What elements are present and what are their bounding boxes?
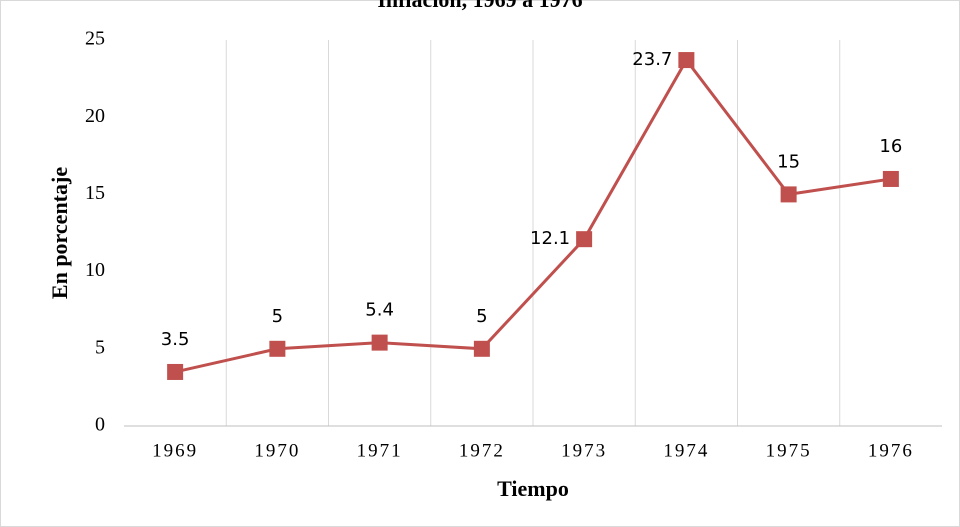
marker xyxy=(473,340,490,357)
x-tick-label: 1970 xyxy=(254,440,300,461)
y-tick-label: 5 xyxy=(95,336,105,358)
marker xyxy=(167,363,184,380)
marker xyxy=(780,186,797,203)
data-label: 5.4 xyxy=(365,300,394,321)
x-tick-label: 1976 xyxy=(868,440,914,461)
marker xyxy=(269,340,286,357)
data-label: 5 xyxy=(476,306,487,327)
x-tick-label: 1974 xyxy=(663,440,709,461)
marker xyxy=(678,52,695,69)
x-tick-label: 1973 xyxy=(561,440,607,461)
data-label: 16 xyxy=(879,136,902,157)
y-tick-label: 20 xyxy=(85,105,105,127)
y-tick-label: 0 xyxy=(95,414,105,436)
x-tick-label: 1972 xyxy=(459,440,505,461)
data-label: 15 xyxy=(777,151,800,172)
marker xyxy=(882,170,899,187)
data-label: 3.5 xyxy=(161,329,190,350)
data-label: 23.7 xyxy=(632,49,672,70)
x-tick-label: 1975 xyxy=(766,440,812,461)
marker xyxy=(371,334,388,351)
x-tick-label: 1971 xyxy=(357,440,403,461)
chart-title: Inflación, 1969 a 1976 xyxy=(377,0,582,12)
marker xyxy=(576,231,593,248)
y-tick-label: 25 xyxy=(85,28,105,50)
data-label: 12.1 xyxy=(530,228,570,249)
series-line xyxy=(174,57,892,374)
x-axis-title: Tiempo xyxy=(497,476,569,501)
data-label: 5 xyxy=(272,306,283,327)
y-tick-label: 15 xyxy=(85,182,105,204)
x-tick-label: 1969 xyxy=(152,440,198,461)
y-axis-title: En porcentaje xyxy=(47,167,72,299)
y-tick-label: 10 xyxy=(85,259,105,281)
